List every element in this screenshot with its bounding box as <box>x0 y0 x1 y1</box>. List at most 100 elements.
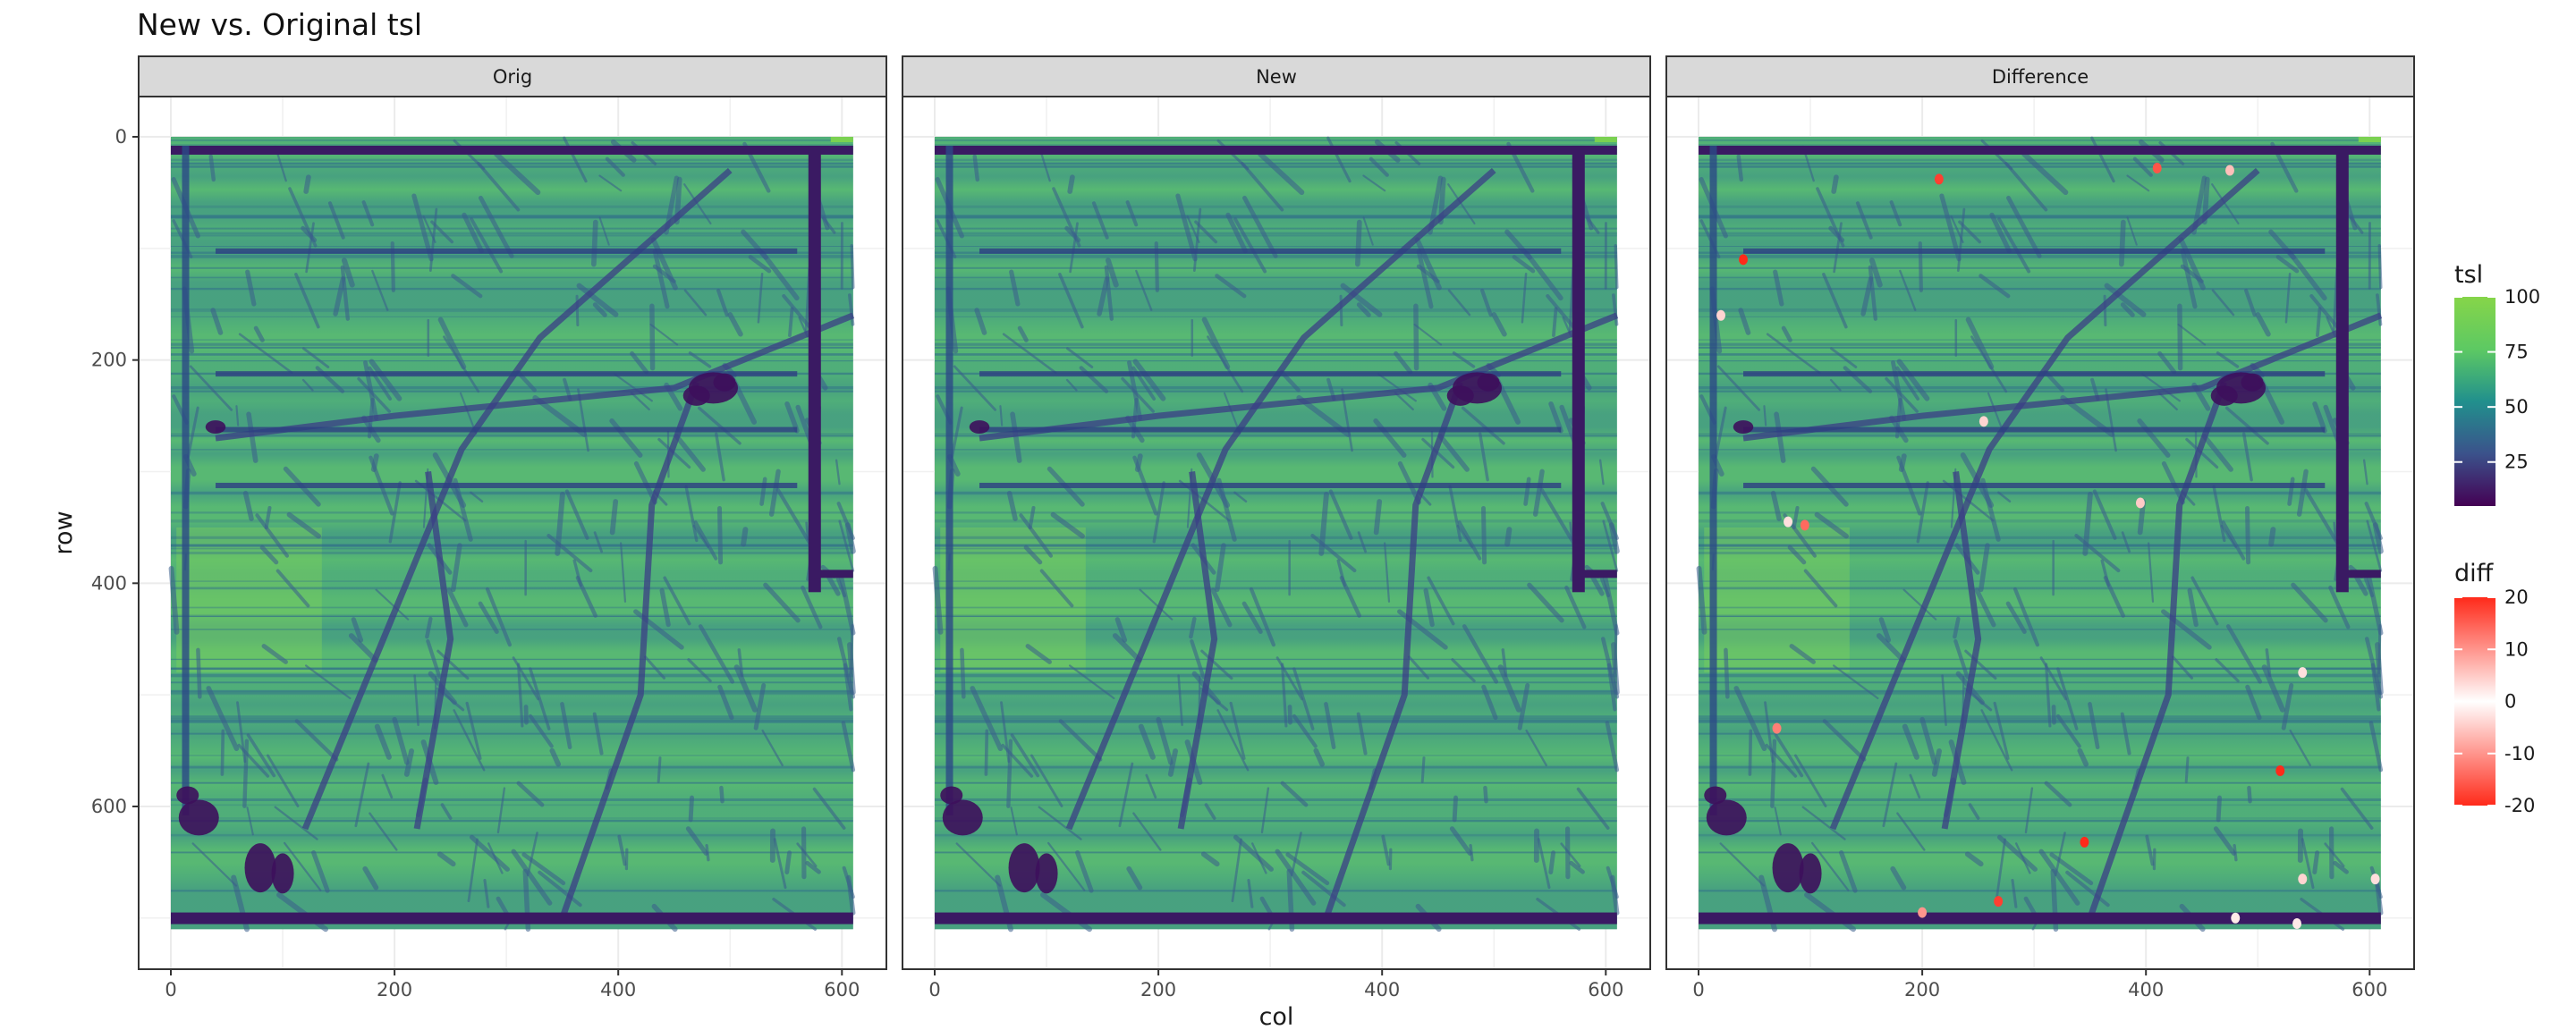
texture-streak <box>1569 860 1585 874</box>
texture-streak <box>1965 317 1995 370</box>
texture-streak <box>1233 217 1267 274</box>
texture-streak <box>2126 216 2138 246</box>
lane <box>1743 426 2326 433</box>
texture-streak <box>698 624 735 684</box>
texture-streak <box>805 860 821 874</box>
texture-streak <box>340 265 350 321</box>
texture-streak <box>253 325 265 342</box>
texture-streak <box>1231 838 1242 903</box>
texture-streak <box>1204 803 1216 820</box>
texture-streak <box>1200 649 1233 680</box>
texture-streak <box>2221 520 2246 561</box>
texture-streak <box>443 335 480 393</box>
texture-streak <box>598 174 623 192</box>
texture-streak <box>259 545 279 565</box>
x-tick-label: 200 <box>1904 979 1940 1000</box>
texture-streak <box>1023 545 1043 565</box>
y-axis-title: row <box>50 511 78 554</box>
texture-streak <box>1318 491 1329 556</box>
texture-streak <box>1774 806 1782 836</box>
diff-point <box>1934 173 1944 185</box>
texture-streak <box>1931 748 1942 777</box>
texture-streak <box>1200 851 1220 867</box>
texture-streak <box>1216 139 1250 171</box>
facet-strip <box>138 55 887 97</box>
texture-streak <box>1010 411 1022 463</box>
lane <box>216 426 798 433</box>
texture-streak <box>2157 350 2177 375</box>
texture-streak <box>327 201 345 240</box>
diff-point <box>1979 416 1988 427</box>
texture-streak <box>555 491 565 556</box>
texture-streak <box>2316 307 2322 338</box>
texture-streak <box>206 686 240 752</box>
y-tick-label: 400 <box>91 572 127 594</box>
texture-streak <box>1882 762 1898 828</box>
right-notch <box>814 570 853 578</box>
texture-streak <box>1876 633 1906 663</box>
texture-streak <box>1177 674 1183 727</box>
texture-streak <box>974 308 987 335</box>
texture-streak <box>576 283 619 317</box>
texture-streak <box>1606 663 1617 712</box>
texture-streak <box>528 713 554 748</box>
texture-streak <box>2157 392 2178 411</box>
texture-streak <box>2012 587 2039 647</box>
texture-streak <box>1546 294 1580 333</box>
bottom-boundary <box>935 912 1617 924</box>
texture-streak <box>1980 709 2013 772</box>
texture-streak <box>1373 418 1407 458</box>
texture-streak <box>311 850 330 893</box>
texture-streak <box>1774 411 1786 463</box>
texture-streak <box>1902 723 1919 760</box>
ridge-line <box>559 381 700 919</box>
texture-streak <box>294 273 320 329</box>
texture-streak <box>1899 269 1917 311</box>
texture-streak <box>1481 684 1498 721</box>
texture-streak <box>1719 842 1766 887</box>
texture-streak <box>1377 373 1417 402</box>
texture-streak <box>1765 743 1798 778</box>
lane <box>216 371 798 377</box>
texture-streak <box>1233 491 1248 502</box>
texture-streak <box>1215 274 1247 299</box>
texture-streak <box>446 587 469 628</box>
dark-blob <box>942 799 983 836</box>
texture-streak <box>1537 838 1551 890</box>
lane <box>979 248 1562 254</box>
texture-streak <box>2005 601 2027 634</box>
lane <box>1743 248 2326 254</box>
diff-point <box>2275 765 2285 777</box>
panel-border <box>902 96 1651 970</box>
texture-streak <box>428 207 438 272</box>
texture-streak <box>1564 585 1587 629</box>
texture-streak <box>1001 743 1034 778</box>
texture-streak <box>1356 712 1368 756</box>
texture-streak <box>1125 200 1139 227</box>
texture-streak <box>2366 574 2384 636</box>
texture-streak <box>609 418 643 458</box>
texture-streak <box>1766 333 1821 375</box>
texture-streak <box>301 347 330 368</box>
texture-streak <box>426 639 442 680</box>
texture-streak <box>436 851 456 867</box>
texture-streak <box>2281 683 2294 730</box>
texture-streak <box>1132 812 1162 851</box>
texture-streak <box>1416 249 1434 309</box>
texture-streak <box>1104 265 1114 321</box>
diff-point <box>2292 918 2302 930</box>
texture-streak <box>1968 803 1980 820</box>
texture-streak <box>1010 733 1040 778</box>
texture-streak <box>1733 686 1767 752</box>
facet-strip-label: Difference <box>1992 66 2089 88</box>
texture-streak <box>2006 195 2042 258</box>
ridge-line <box>2087 381 2228 919</box>
texture-streak <box>1167 748 1178 777</box>
texture-streak <box>333 276 346 317</box>
dark-blob <box>940 786 963 805</box>
texture-streak <box>1420 756 1426 783</box>
texture-streak <box>2045 663 2052 728</box>
texture-streak <box>451 274 483 299</box>
texture-streak <box>727 312 743 337</box>
texture-streak <box>659 587 671 628</box>
